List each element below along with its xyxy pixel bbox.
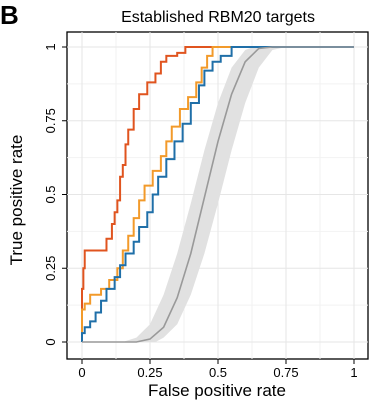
y-tick-label: 0.5 bbox=[43, 185, 58, 203]
chart-title: Established RBM20 targets bbox=[121, 9, 315, 26]
x-tick-label: 0 bbox=[78, 365, 85, 380]
x-tick-label: 0.25 bbox=[137, 365, 162, 380]
random-expectation-curve bbox=[82, 46, 354, 343]
panel-letter: B bbox=[0, 0, 19, 30]
y-axis-label: True positive rate bbox=[7, 135, 26, 266]
confidence-band-layer bbox=[82, 47, 354, 342]
roc-curve bbox=[81, 46, 354, 342]
x-tick-label: 0.5 bbox=[209, 365, 227, 380]
y-tick-label: 0.25 bbox=[43, 256, 58, 281]
x-tick-label: 0.75 bbox=[273, 365, 298, 380]
x-axis-label: False positive rate bbox=[148, 381, 286, 400]
x-tick-label: 1 bbox=[350, 365, 357, 380]
roc-curve bbox=[81, 46, 354, 342]
confidence-band bbox=[82, 47, 354, 342]
y-tick-label: 0 bbox=[43, 338, 58, 345]
y-tick-label: 1 bbox=[43, 43, 58, 50]
roc-curve bbox=[81, 46, 354, 342]
y-axis-ticks: 0 0.25 0.5 0.75 1 bbox=[43, 43, 67, 346]
x-axis-ticks: 0 0.25 0.5 0.75 1 bbox=[78, 359, 358, 380]
y-tick-label: 0.75 bbox=[43, 108, 58, 133]
series-layer bbox=[81, 46, 354, 343]
